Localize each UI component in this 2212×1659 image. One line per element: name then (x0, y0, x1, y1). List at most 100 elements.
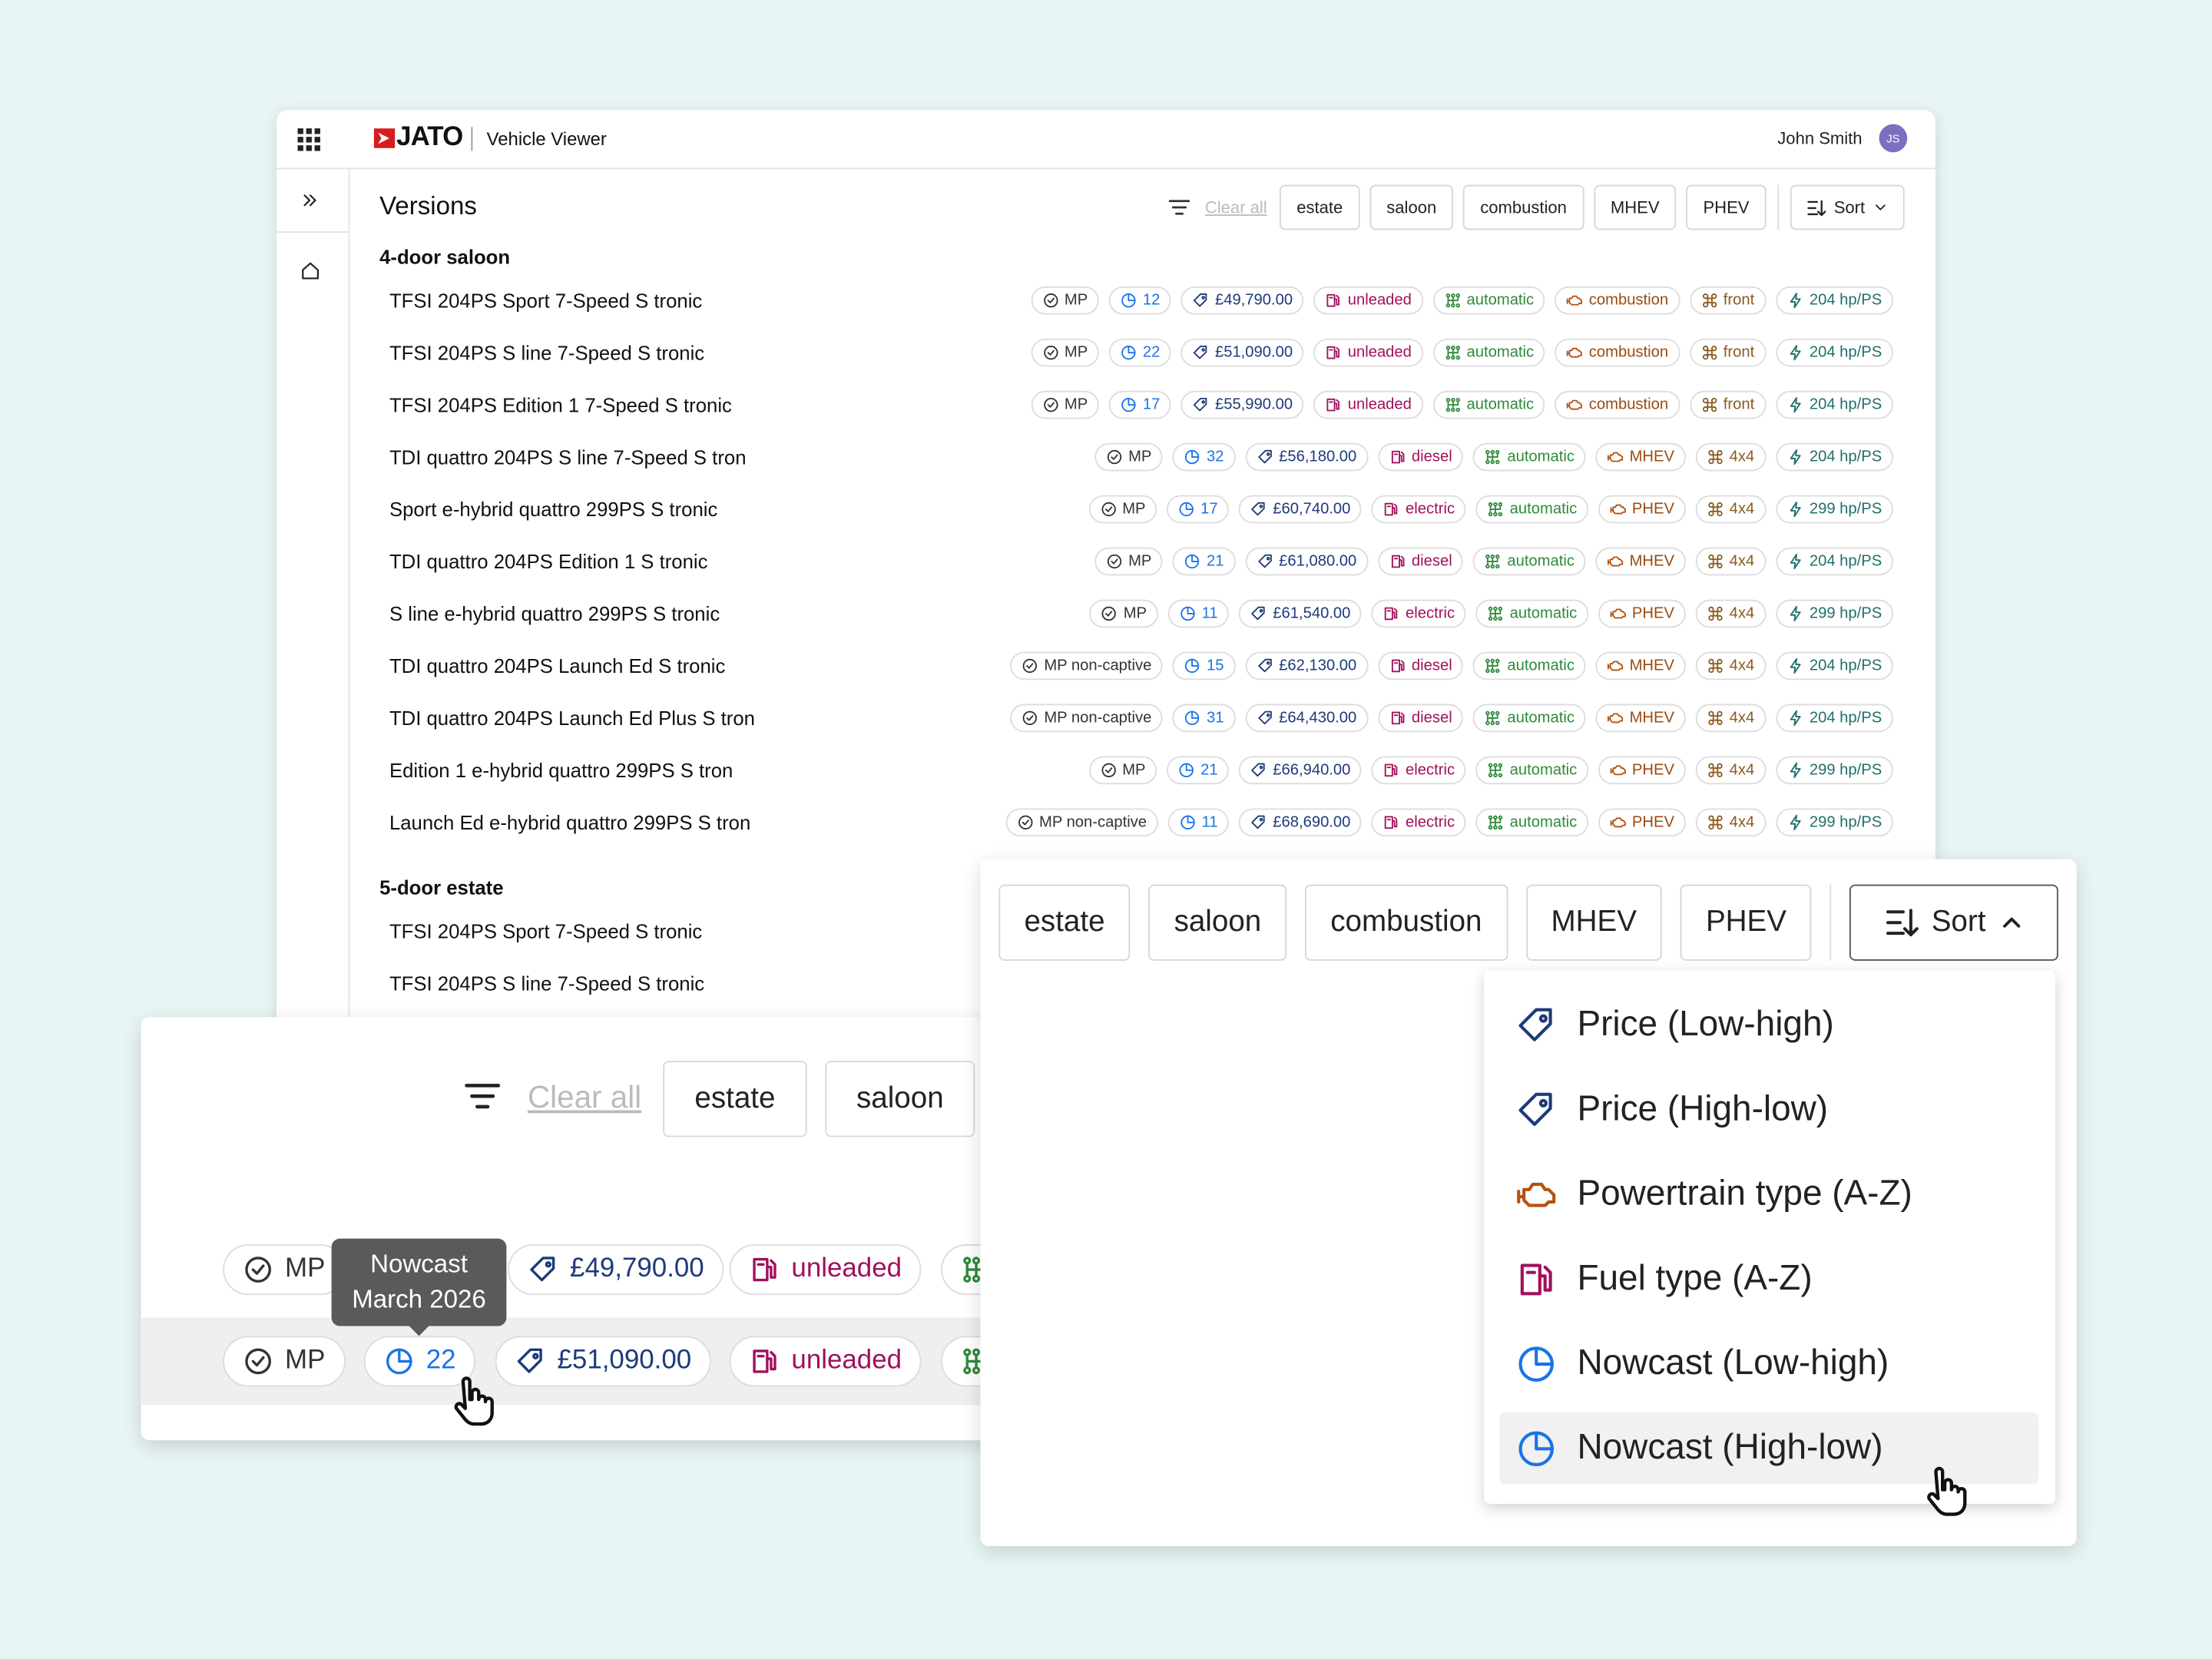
tag[interactable]: 204 hp/PS (1775, 338, 1893, 367)
tag[interactable]: MP non-captive (1010, 651, 1164, 680)
tag[interactable]: £60,740.00 (1239, 495, 1363, 524)
tag[interactable]: MHEV (1595, 651, 1686, 680)
filter-chip[interactable]: PHEV (1680, 884, 1813, 961)
tag[interactable]: £55,990.00 (1181, 390, 1304, 419)
filter-chip[interactable]: estate (998, 884, 1131, 961)
clear-all[interactable]: Clear all (527, 1079, 642, 1115)
tag[interactable]: 204 hp/PS (1775, 442, 1893, 472)
tag[interactable]: 11 (1167, 599, 1230, 628)
version-row[interactable]: TFSI 204PS S line 7-Speed S tronic MP 22 £5… (389, 338, 1893, 367)
tag[interactable]: 22 (363, 1336, 476, 1387)
filter-chip[interactable]: PHEV (1686, 184, 1767, 230)
tag[interactable]: MP (223, 1336, 346, 1387)
tag[interactable]: electric (1371, 808, 1466, 837)
menu-item[interactable]: Price (High-low) (1499, 1074, 2038, 1146)
tag[interactable]: 299 hp/PS (1775, 808, 1893, 837)
tag[interactable]: 4x4 (1695, 651, 1766, 680)
tag[interactable]: PHEV (1598, 495, 1686, 524)
tag[interactable]: MP (1088, 495, 1157, 524)
tag[interactable]: 15 (1172, 651, 1236, 680)
filter-chip[interactable]: saloon (1369, 184, 1454, 230)
tag[interactable]: combustion (1555, 390, 1680, 419)
sort-button[interactable]: Sort (1790, 184, 1905, 230)
tag[interactable]: unleaded (729, 1336, 922, 1387)
tag[interactable]: 31 (1172, 704, 1236, 733)
tag[interactable]: unleaded (1313, 338, 1423, 367)
filter-chip[interactable]: combustion (1305, 884, 1508, 961)
tag[interactable]: 4x4 (1695, 495, 1766, 524)
tag[interactable]: £62,130.00 (1245, 651, 1368, 680)
user-name[interactable]: John Smith (1777, 128, 1863, 148)
filter-chip[interactable]: MHEV (1525, 884, 1663, 961)
version-row[interactable]: TFSI 204PS Sport 7-Speed S tronic MP 12 £49… (389, 286, 1893, 315)
menu-item[interactable]: Price (Low-high) (1499, 989, 2038, 1061)
tag[interactable]: £64,430.00 (1245, 704, 1368, 733)
filter-chip[interactable]: saloon (825, 1061, 975, 1137)
tag[interactable]: 21 (1172, 547, 1236, 576)
tag[interactable]: MHEV (1595, 547, 1686, 576)
tag[interactable]: MHEV (1595, 442, 1686, 472)
version-row[interactable]: S line e-hybrid quattro 299PS S tronic MP… (389, 599, 1893, 628)
tag[interactable]: electric (1371, 599, 1466, 628)
tag[interactable]: diesel (1377, 442, 1464, 472)
tag[interactable]: automatic (1432, 286, 1545, 315)
tag[interactable]: 299 hp/PS (1775, 756, 1893, 785)
tag[interactable]: automatic (1473, 547, 1586, 576)
tag[interactable]: front (1689, 286, 1766, 315)
version-row[interactable]: Sport e-hybrid quattro 299PS S tronic MP 1… (389, 495, 1893, 524)
tag[interactable]: 17 (1167, 495, 1230, 524)
tag[interactable]: MP (1030, 390, 1099, 419)
tag[interactable]: £51,090.00 (495, 1336, 711, 1387)
filter-chip[interactable]: combustion (1463, 184, 1584, 230)
tag[interactable]: automatic (1473, 651, 1586, 680)
tag[interactable]: electric (1371, 495, 1466, 524)
tag[interactable]: front (1689, 338, 1766, 367)
tag[interactable]: 4x4 (1695, 808, 1766, 837)
version-row[interactable]: Launch Ed e-hybrid quattro 299PS S tron M… (389, 808, 1893, 837)
version-row[interactable]: TDI quattro 204PS Edition 1 S tronic MP 21… (389, 547, 1893, 576)
version-row[interactable]: TFSI 204PS Sport 7-Speed S tronic (389, 917, 1893, 945)
tag[interactable]: 4x4 (1695, 442, 1766, 472)
tag[interactable]: 22 (1108, 338, 1172, 367)
tag[interactable]: £61,080.00 (1245, 547, 1368, 576)
tag[interactable]: MP (1094, 442, 1164, 472)
tag[interactable]: 4x4 (1695, 756, 1766, 785)
tag[interactable]: 299 hp/PS (1775, 495, 1893, 524)
tag[interactable]: MP non-captive (1010, 704, 1164, 733)
tag[interactable]: front (1689, 390, 1766, 419)
tag[interactable]: 4x4 (1695, 704, 1766, 733)
tag[interactable]: automatic (1475, 495, 1588, 524)
version-row[interactable]: TDI quattro 204PS Launch Ed Plus S tron M… (389, 704, 1893, 733)
tag[interactable]: combustion (1555, 338, 1680, 367)
clear-all[interactable]: Clear all (1204, 197, 1267, 217)
version-row[interactable]: TFSI 204PS S line 7-Speed S tronic (389, 969, 1893, 998)
tag[interactable]: 4x4 (1695, 599, 1766, 628)
version-row[interactable]: Edition 1 e-hybrid quattro 299PS S tron M… (389, 756, 1893, 785)
tag[interactable]: diesel (1377, 704, 1464, 733)
tag[interactable]: 11 (1167, 808, 1230, 837)
tag[interactable]: unleaded (1313, 286, 1423, 315)
sort-button[interactable]: Sort (1849, 884, 2059, 961)
tag[interactable]: PHEV (1598, 599, 1686, 628)
filter-chip[interactable]: estate (663, 1061, 807, 1137)
tag[interactable]: £51,090.00 (1181, 338, 1304, 367)
tag[interactable]: MP (1088, 756, 1157, 785)
tag[interactable]: 17 (1108, 390, 1172, 419)
tag[interactable]: PHEV (1598, 808, 1686, 837)
version-row[interactable]: TDI quattro 204PS S line 7-Speed S tron M… (389, 442, 1893, 472)
menu-item[interactable]: Powertrain type (A-Z) (1499, 1158, 2038, 1230)
avatar[interactable]: JS (1879, 124, 1908, 153)
tag[interactable]: automatic (1473, 442, 1586, 472)
menu-item[interactable]: Nowcast (Low-high) (1499, 1327, 2038, 1399)
tag[interactable]: 204 hp/PS (1775, 390, 1893, 419)
tag[interactable]: £56,180.00 (1245, 442, 1368, 472)
filter-chip[interactable]: MHEV (1593, 184, 1677, 230)
tag[interactable]: £68,690.00 (1239, 808, 1363, 837)
tag[interactable]: 204 hp/PS (1775, 286, 1893, 315)
tag[interactable]: 12 (1108, 286, 1172, 315)
apps-grid[interactable] (297, 128, 320, 151)
tag[interactable]: automatic (1473, 704, 1586, 733)
tag[interactable]: automatic (1432, 390, 1545, 419)
tag[interactable]: MP (1030, 338, 1099, 367)
tag[interactable]: £49,790.00 (1181, 286, 1304, 315)
